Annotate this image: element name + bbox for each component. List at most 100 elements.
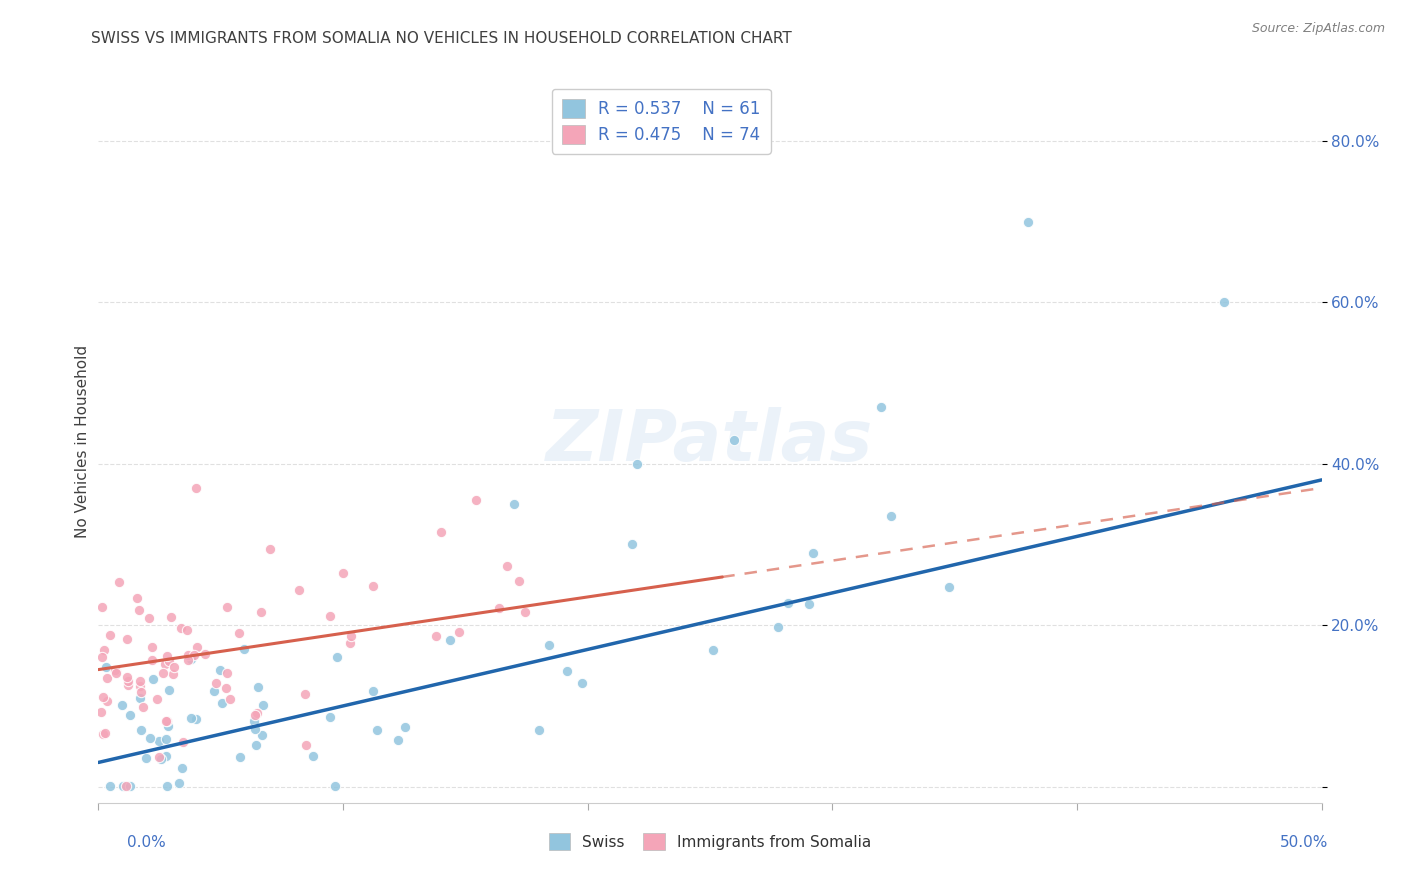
Point (211, 696, 233, 710)
Point (135, 751, 157, 765)
Point (118, 707, 141, 722)
Point (394, 720, 416, 734)
Point (1017, 214, 1039, 228)
Point (870, 401, 893, 415)
Point (160, 610, 183, 624)
Point (508, 574, 530, 588)
Text: 0.0%: 0.0% (127, 836, 166, 850)
Legend: Swiss, Immigrants from Somalia: Swiss, Immigrants from Somalia (543, 827, 877, 856)
Point (153, 657, 176, 671)
Point (148, 734, 170, 748)
Point (155, 648, 177, 663)
Point (138, 611, 160, 625)
Point (233, 641, 256, 656)
Point (91, 600, 114, 615)
Point (157, 682, 180, 697)
Point (1212, 295, 1234, 310)
Point (155, 748, 177, 763)
Point (776, 596, 799, 610)
Point (246, 706, 269, 721)
Text: 50.0%: 50.0% (1281, 836, 1329, 850)
Point (209, 663, 232, 677)
Point (105, 665, 128, 680)
Point (194, 647, 217, 661)
Point (214, 681, 236, 695)
Point (252, 728, 274, 742)
Point (91, 727, 114, 741)
Point (537, 638, 560, 652)
Point (129, 723, 152, 737)
Point (155, 714, 177, 729)
Point (96, 694, 118, 708)
Point (145, 692, 167, 706)
Point (112, 779, 135, 793)
Point (361, 579, 384, 593)
Point (247, 680, 270, 694)
Point (319, 609, 342, 624)
Point (128, 690, 150, 705)
Point (96, 672, 118, 686)
Point (128, 603, 150, 617)
Point (797, 597, 820, 611)
Point (515, 605, 537, 619)
Point (215, 665, 238, 680)
Point (245, 738, 267, 752)
Point (938, 580, 960, 594)
Point (120, 779, 142, 793)
Point (156, 714, 179, 728)
Point (172, 735, 194, 749)
Point (104, 664, 127, 678)
Point (801, 546, 824, 560)
Point (259, 541, 281, 556)
Point (340, 629, 363, 643)
Point (148, 750, 170, 764)
Point (245, 722, 267, 736)
Point (464, 493, 486, 508)
Point (219, 692, 242, 706)
Point (94, 660, 117, 674)
Point (156, 719, 179, 733)
Point (129, 674, 152, 689)
Point (167, 775, 190, 789)
Point (215, 600, 238, 615)
Point (93, 643, 115, 657)
Point (129, 685, 152, 699)
Point (98, 628, 121, 642)
Text: ZIPatlas: ZIPatlas (547, 407, 873, 476)
Point (295, 738, 318, 752)
Point (162, 667, 184, 681)
Point (447, 624, 470, 639)
Point (571, 676, 593, 690)
Point (104, 663, 127, 677)
Point (127, 591, 149, 605)
Point (107, 575, 129, 590)
Point (117, 674, 139, 689)
Point (186, 481, 208, 495)
Point (177, 648, 200, 662)
Point (111, 698, 134, 713)
Point (142, 673, 165, 687)
Point (361, 684, 384, 698)
Point (141, 653, 163, 667)
Point (155, 731, 177, 746)
Point (176, 623, 198, 637)
Point (128, 679, 150, 693)
Text: Source: ZipAtlas.com: Source: ZipAtlas.com (1251, 22, 1385, 36)
Point (294, 687, 316, 701)
Point (170, 621, 193, 635)
Point (115, 670, 138, 684)
Point (332, 566, 354, 580)
Point (301, 749, 323, 764)
Point (245, 708, 267, 723)
Point (176, 653, 198, 667)
Point (723, 433, 745, 447)
Point (141, 640, 163, 654)
Point (387, 732, 409, 747)
Point (156, 779, 179, 793)
Point (163, 660, 186, 674)
Point (180, 711, 202, 725)
Point (114, 779, 136, 793)
Point (626, 457, 648, 471)
Point (115, 632, 138, 647)
Point (768, 620, 790, 634)
